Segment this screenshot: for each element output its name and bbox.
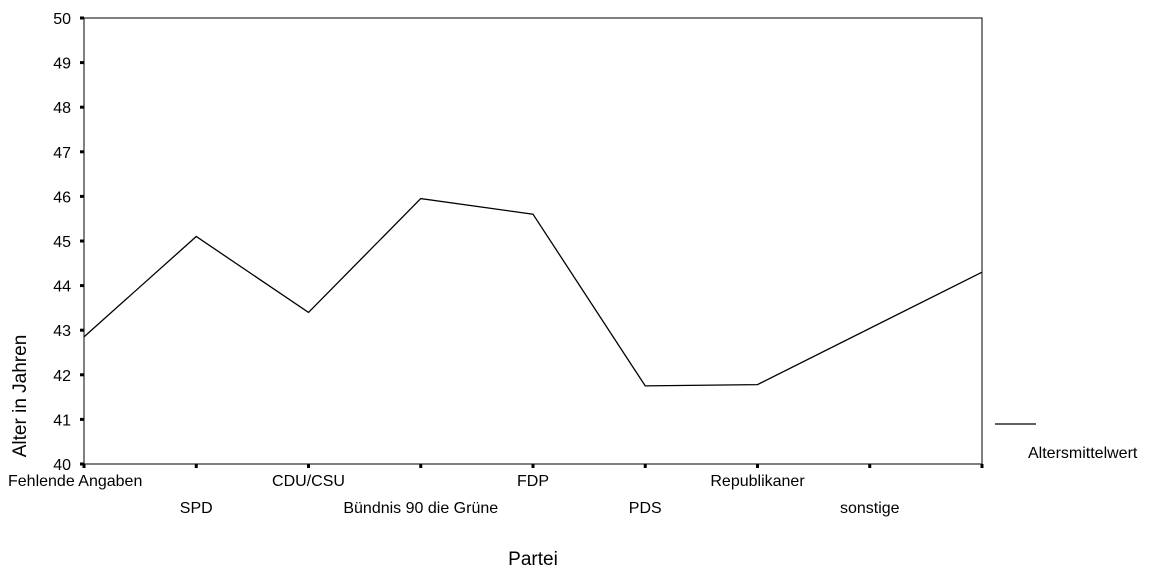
x-tick-label: Republikaner [710,473,805,490]
x-tick-label: sonstige [840,500,900,517]
x-tick-label: Fehlende Angaben [8,473,142,490]
series-line-altersmittelwert [83,197,983,387]
x-tick-label: SPD [180,500,213,517]
plot-frame [83,17,983,465]
y-tick-label: 50 [53,11,71,28]
y-tick-label: 48 [53,100,71,117]
y-tick-label: 44 [53,279,71,296]
y-axis-title: Alter in Jahren [10,335,31,458]
y-tick-label: 45 [53,234,71,251]
y-tick-label: 42 [53,368,71,385]
y-tick-label: 49 [53,56,71,73]
x-tick-label: Bündnis 90 die Grüne [343,500,498,517]
y-tick-label: 43 [53,323,71,340]
x-tick-label: PDS [629,500,662,517]
x-axis-title: Partei [508,549,558,570]
y-tick-label: 40 [53,457,71,474]
y-tick-label: 47 [53,145,71,162]
y-tick-label: 46 [53,189,71,206]
x-axis: Fehlende Angaben SPD CDU/CSU Bündnis 90 die… [8,464,984,517]
y-tick-label: 41 [53,412,71,429]
legend-label: Altersmittelwert [1028,445,1138,462]
y-axis: 40 41 42 43 44 45 46 47 48 49 50 [53,11,84,474]
x-tick-label: CDU/CSU [272,473,345,490]
x-tick-label: FDP [517,473,549,490]
